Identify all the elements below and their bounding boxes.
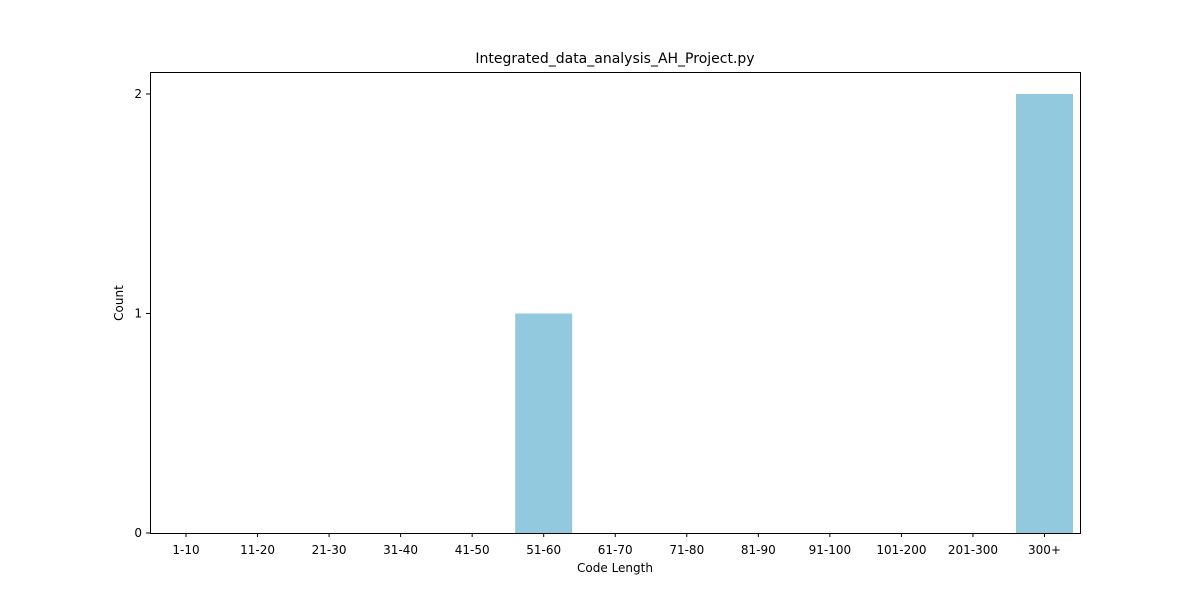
x-tick-label: 31-40 — [383, 543, 418, 557]
x-ticks-group: 1-10 11-20 21-30 31-40 41-50 51-60 61-70 71-80 8… — [172, 533, 1061, 557]
x-tick-label: 61-70 — [598, 543, 633, 557]
x-tick-label: 51-60 — [526, 543, 561, 557]
x-tick-label: 81-90 — [741, 543, 776, 557]
x-tick-label: 91-100 — [809, 543, 852, 557]
x-tick-label: 11-20 — [240, 543, 275, 557]
plot-frame — [150, 72, 1081, 534]
bars-group — [515, 94, 1073, 533]
y-tick-label: 0 — [134, 526, 142, 540]
x-tick-label: 101-200 — [876, 543, 926, 557]
y-tick-label: 2 — [134, 87, 142, 101]
x-tick-label: 1-10 — [172, 543, 199, 557]
chart-title: Integrated_data_analysis_AH_Project.py — [475, 51, 754, 67]
x-tick-label: 300+ — [1028, 543, 1061, 557]
y-axis-label: Count — [112, 285, 126, 321]
x-axis-label: Code Length — [577, 561, 653, 575]
x-tick-label: 21-30 — [312, 543, 347, 557]
bar-51-60 — [515, 313, 573, 533]
x-tick-label: 41-50 — [455, 543, 490, 557]
y-tick-label: 1 — [134, 306, 142, 320]
bar-300+ — [1016, 94, 1073, 533]
y-ticks-group: 0 1 2 — [134, 87, 151, 540]
x-tick-label: 71-80 — [669, 543, 704, 557]
x-tick-label: 201-300 — [948, 543, 998, 557]
